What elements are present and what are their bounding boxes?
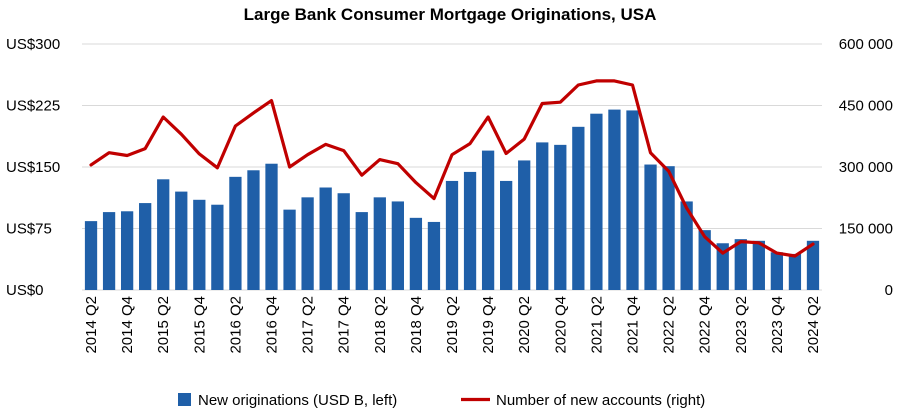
bar	[157, 179, 170, 290]
bar	[500, 180, 513, 290]
bar	[175, 191, 188, 290]
bar	[120, 211, 134, 290]
x-tick-label: 2020 Q2	[516, 296, 533, 354]
bar	[373, 197, 386, 290]
right-tick-label: 600 000	[839, 36, 893, 53]
x-tick-label: 2019 Q2	[444, 296, 461, 354]
x-tick-label: 2022 Q2	[661, 296, 678, 354]
accounts-line-layer	[89, 79, 815, 258]
bar	[662, 166, 675, 290]
bar	[734, 239, 747, 290]
bar	[572, 126, 585, 290]
legend-bar-label: New originations (USD B, left)	[198, 392, 397, 409]
bar	[391, 201, 404, 290]
left-tick-label: US$0	[6, 282, 44, 299]
x-tick-label: 2019 Q4	[480, 296, 497, 354]
bar	[319, 187, 332, 290]
x-tick-label: 2014 Q2	[83, 296, 100, 354]
left-tick-label: US$75	[6, 221, 52, 238]
left-axis-ticks: US$0 US$75 US$150 US$225 US$300	[6, 36, 60, 299]
bar	[409, 217, 423, 290]
bar	[518, 160, 531, 290]
bar	[536, 142, 549, 290]
left-tick-label: US$150	[6, 159, 60, 176]
bar	[229, 176, 242, 290]
bar	[608, 109, 621, 290]
bar	[788, 253, 802, 290]
bar	[337, 193, 350, 290]
chart-title: Large Bank Consumer Mortgage Origination…	[244, 5, 657, 24]
bar	[84, 221, 98, 290]
x-tick-label: 2014 Q4	[119, 296, 136, 354]
bar	[102, 212, 116, 290]
bar	[806, 240, 820, 290]
bar	[427, 221, 441, 290]
x-axis-ticks: 2014 Q2 2014 Q4 2015 Q2 2015 Q4 2016 Q2 2016 …	[83, 296, 822, 354]
bar	[481, 150, 495, 290]
left-tick-label: US$300	[6, 36, 60, 53]
bar	[680, 201, 693, 290]
x-tick-label: 2017 Q4	[336, 296, 353, 354]
accounts-line	[89, 79, 815, 258]
bar	[211, 204, 224, 290]
bar	[716, 243, 729, 290]
bar	[265, 163, 278, 290]
bar	[301, 197, 314, 290]
x-tick-label: 2018 Q4	[408, 296, 425, 354]
bar	[770, 252, 784, 290]
x-tick-label: 2021 Q2	[588, 296, 605, 354]
x-tick-label: 2024 Q2	[805, 296, 822, 354]
x-tick-label: 2022 Q4	[697, 296, 714, 354]
x-tick-label: 2018 Q2	[372, 296, 389, 354]
bar	[355, 212, 368, 290]
x-tick-label: 2016 Q2	[227, 296, 244, 354]
bar	[752, 240, 765, 290]
left-tick-label: US$225	[6, 98, 60, 115]
bar	[283, 209, 296, 290]
x-tick-label: 2015 Q2	[155, 296, 172, 354]
right-tick-label: 450 000	[839, 98, 893, 115]
x-tick-label: 2020 Q4	[552, 296, 569, 354]
bar	[463, 171, 477, 290]
bar	[698, 230, 711, 290]
bar	[644, 164, 657, 290]
x-tick-label: 2017 Q2	[300, 296, 317, 354]
x-tick-label: 2023 Q2	[733, 296, 750, 354]
x-tick-label: 2021 Q4	[624, 296, 641, 354]
originations-bars	[84, 109, 820, 290]
bar	[590, 113, 603, 290]
legend-line-label: Number of new accounts (right)	[496, 392, 705, 409]
bar	[139, 203, 152, 290]
right-tick-label: 0	[885, 282, 893, 299]
bar	[247, 170, 260, 290]
x-tick-label: 2023 Q4	[769, 296, 786, 354]
bar	[445, 180, 459, 290]
right-tick-label: 150 000	[839, 221, 893, 238]
legend: New originations (USD B, left) Number of…	[178, 392, 705, 409]
bar	[626, 110, 639, 290]
legend-bar-swatch	[178, 393, 191, 406]
bar	[554, 144, 567, 290]
bar	[193, 199, 206, 290]
right-tick-label: 300 000	[839, 159, 893, 176]
right-axis-ticks: 0 150 000 300 000 450 000 600 000	[839, 36, 893, 299]
x-tick-label: 2015 Q4	[191, 296, 208, 354]
x-tick-label: 2016 Q4	[264, 296, 281, 354]
